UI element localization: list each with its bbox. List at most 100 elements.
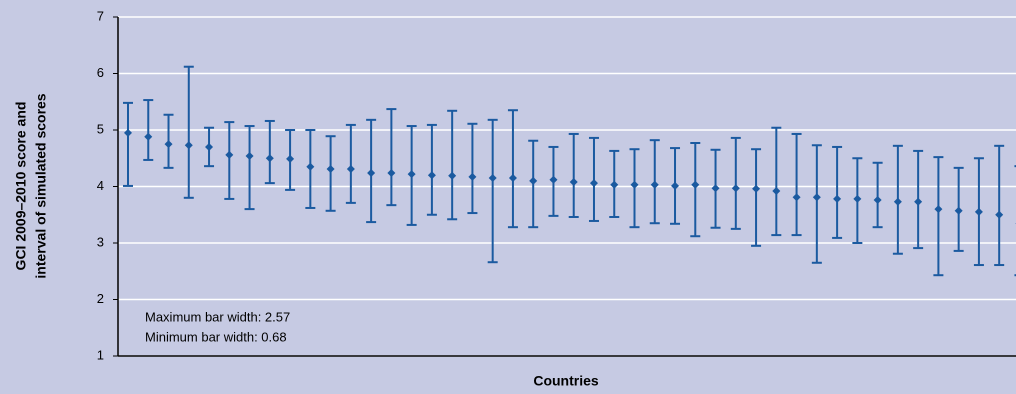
score-point <box>589 179 598 188</box>
score-point <box>893 197 902 206</box>
error-bar <box>143 99 154 161</box>
score-point <box>286 154 295 163</box>
score-point <box>569 177 578 186</box>
score-point <box>468 172 477 181</box>
score-point <box>407 170 416 179</box>
score-point <box>549 175 558 184</box>
error-bar <box>386 108 397 207</box>
y-tick-label: 1 <box>97 347 104 362</box>
error-bar <box>305 129 316 209</box>
marks <box>123 65 1016 277</box>
error-bar <box>710 148 721 229</box>
score-point <box>448 171 457 180</box>
error-bar <box>730 136 741 230</box>
error-bar <box>123 101 133 187</box>
score-point <box>974 207 983 216</box>
error-bar <box>953 166 964 252</box>
score-point <box>488 174 497 183</box>
error-bar <box>872 161 883 229</box>
error-bar <box>163 113 174 169</box>
y-tick-label: 2 <box>97 291 104 306</box>
score-point <box>731 184 740 193</box>
error-bar <box>568 132 579 219</box>
error-bar <box>204 126 215 168</box>
score-point <box>853 194 862 203</box>
error-bar <box>973 157 984 267</box>
error-bar <box>892 144 903 255</box>
score-point <box>529 176 538 185</box>
error-bar <box>224 121 235 200</box>
error-bar <box>183 65 194 199</box>
score-point <box>144 132 153 141</box>
error-bar <box>406 125 417 226</box>
error-bar <box>771 126 782 237</box>
error-bar <box>447 109 458 221</box>
error-bar <box>751 148 762 247</box>
error-bar <box>264 119 275 185</box>
error-bar <box>467 122 478 215</box>
error-bar <box>285 129 296 191</box>
y-tick-label: 5 <box>97 121 104 136</box>
y-axis-label: GCI 2009–2010 score and <box>13 102 29 271</box>
score-point <box>792 193 801 202</box>
score-point <box>306 162 315 171</box>
error-bar <box>366 118 377 224</box>
y-axis-label: interval of simulated scores <box>33 93 49 278</box>
error-bar <box>507 109 518 229</box>
error-bar <box>588 136 599 222</box>
score-point <box>833 194 842 203</box>
score-point <box>326 164 335 173</box>
score-point <box>873 196 882 205</box>
score-point <box>265 154 274 163</box>
error-bar <box>852 157 863 244</box>
score-point <box>630 180 639 189</box>
score-point <box>772 187 781 196</box>
error-bar <box>690 141 701 238</box>
error-bar <box>244 125 255 211</box>
error-bar <box>325 135 336 212</box>
score-point <box>367 168 376 177</box>
score-point <box>184 141 193 150</box>
error-bar <box>994 144 1005 267</box>
error-bar <box>649 139 660 225</box>
score-point <box>711 184 720 193</box>
error-bar <box>811 144 822 264</box>
error-bar <box>832 145 843 239</box>
annotation: Minimum bar width: 0.68 <box>145 329 287 344</box>
score-point <box>508 174 517 183</box>
score-point <box>225 150 234 159</box>
error-bar <box>933 156 944 277</box>
error-bar <box>913 149 924 250</box>
error-bar <box>487 118 498 264</box>
error-bar <box>528 139 539 229</box>
score-point <box>691 180 700 189</box>
y-tick-label: 3 <box>97 234 104 249</box>
error-bar <box>548 145 559 217</box>
score-point <box>387 168 396 177</box>
x-axis-label: Countries <box>533 373 599 389</box>
score-point <box>205 142 214 151</box>
score-point <box>995 210 1004 219</box>
error-bar <box>426 123 437 216</box>
score-point <box>914 197 923 206</box>
score-point <box>954 206 963 215</box>
score-point <box>164 140 173 149</box>
annotation: Maximum bar width: 2.57 <box>145 309 290 324</box>
score-point <box>346 164 355 173</box>
error-bar <box>791 132 802 237</box>
score-point <box>610 180 619 189</box>
grid: 1 2 3 4 5 6 7 <box>97 8 1016 362</box>
score-point <box>245 151 254 160</box>
score-point <box>427 171 436 180</box>
score-point <box>124 128 132 137</box>
score-point <box>650 180 659 189</box>
y-tick-label: 4 <box>97 178 104 193</box>
error-bar <box>609 149 620 219</box>
error-bar <box>345 123 356 204</box>
y-tick-label: 7 <box>97 8 104 23</box>
y-tick-label: 6 <box>97 65 104 80</box>
score-point <box>934 205 943 214</box>
error-bar <box>629 148 640 229</box>
